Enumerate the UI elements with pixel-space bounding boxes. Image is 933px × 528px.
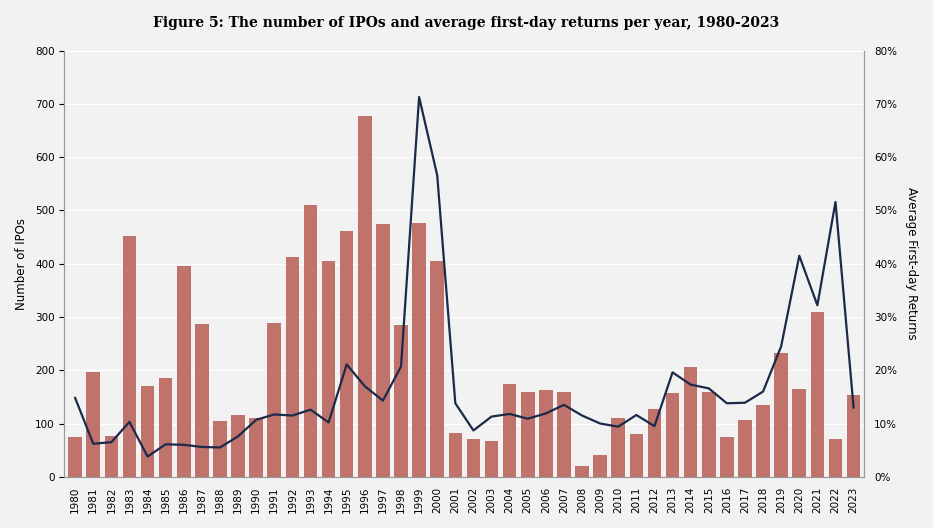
Bar — [829, 439, 842, 477]
Bar — [666, 393, 679, 477]
Bar — [358, 116, 371, 477]
Bar — [412, 223, 425, 477]
Bar — [811, 312, 824, 477]
Bar — [449, 432, 462, 477]
Bar — [521, 392, 535, 477]
Bar — [268, 323, 281, 477]
Bar — [503, 384, 516, 477]
Bar — [611, 418, 625, 477]
Bar — [466, 439, 480, 477]
Bar — [249, 418, 263, 477]
Bar — [395, 325, 408, 477]
Bar — [231, 415, 244, 477]
Y-axis label: Average First-day Returns: Average First-day Returns — [905, 187, 918, 340]
Bar — [213, 421, 227, 477]
Bar — [630, 433, 643, 477]
Bar — [648, 409, 661, 477]
Bar — [68, 437, 82, 477]
Bar — [304, 205, 317, 477]
Bar — [322, 260, 335, 477]
Bar — [792, 389, 806, 477]
Bar — [684, 367, 698, 477]
Bar — [539, 391, 552, 477]
Bar — [141, 385, 154, 477]
Bar — [430, 260, 444, 477]
Bar — [576, 466, 589, 477]
Bar — [159, 378, 173, 477]
Bar — [122, 236, 136, 477]
Bar — [340, 231, 354, 477]
Bar — [757, 406, 770, 477]
Bar — [720, 437, 733, 477]
Bar — [177, 266, 190, 477]
Bar — [485, 441, 498, 477]
Bar — [774, 353, 788, 477]
Bar — [285, 257, 299, 477]
Bar — [557, 392, 571, 477]
Bar — [104, 436, 118, 477]
Text: Figure 5: The number of IPOs and average first-day returns per year, 1980-2023: Figure 5: The number of IPOs and average… — [153, 16, 780, 30]
Bar — [847, 395, 860, 477]
Bar — [87, 372, 100, 477]
Y-axis label: Number of IPOs: Number of IPOs — [15, 218, 28, 310]
Bar — [702, 392, 716, 477]
Bar — [376, 224, 390, 477]
Bar — [195, 324, 209, 477]
Bar — [738, 420, 752, 477]
Bar — [593, 455, 607, 477]
